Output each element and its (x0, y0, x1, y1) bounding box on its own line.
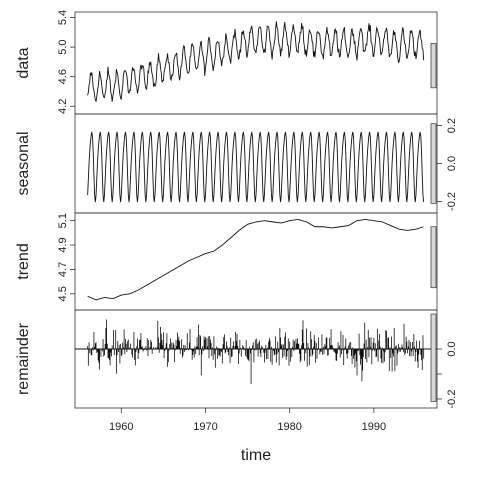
data-y-tick-label: 5.0 (57, 39, 69, 54)
panel-frame (74, 212, 438, 311)
seasonal-panel-label: seasonal (15, 131, 32, 195)
x-axis-title: time (241, 447, 271, 464)
trend-range-bar (430, 226, 437, 289)
seasonal-y-tick-label: 0.0 (446, 156, 458, 171)
seasonal-series-line (87, 131, 425, 203)
x-tick-label: 1960 (109, 421, 133, 433)
panel-frame (74, 309, 438, 409)
remainder-y-tick-label: -0.2 (446, 390, 458, 409)
seasonal-y-tick-label: 0.2 (446, 118, 458, 133)
x-axis: 1960 1970 1980 1990 (109, 408, 386, 433)
remainder-range-bar (430, 313, 437, 402)
trend-y-tick-label: 4.7 (57, 262, 69, 277)
panel-remainder: -0.2 0.0 remainder (15, 309, 458, 409)
data-panel-label: data (15, 47, 32, 78)
trend-series-line (87, 218, 424, 301)
data-series-line (87, 21, 425, 103)
panels-layer: 4.2 4.6 5.0 5.4 data -0.2 0.0 0.2 seasonal 4.5 4.7… (15, 10, 458, 409)
x-tick-label: 1970 (193, 421, 217, 433)
x-tick-label: 1990 (362, 421, 386, 433)
data-range-bar (430, 43, 437, 89)
trend-y-tick-label: 4.9 (57, 237, 69, 252)
x-tick-label: 1980 (277, 421, 301, 433)
remainder-spikes (87, 319, 425, 384)
remainder-panel-label: remainder (15, 322, 32, 395)
seasonal-range-bar (430, 123, 437, 204)
seasonal-y-tick-label: -0.2 (446, 192, 458, 211)
data-y-tick-label: 4.2 (57, 99, 69, 114)
data-y-tick-label: 5.4 (57, 10, 69, 25)
panel-trend: 4.5 4.7 4.9 5.1 trend (15, 212, 438, 311)
data-y-tick-label: 4.6 (57, 69, 69, 84)
trend-y-tick-label: 4.5 (57, 286, 69, 301)
remainder-y-tick-label: 0.0 (446, 341, 458, 356)
trend-panel-label: trend (15, 243, 32, 279)
panel-seasonal: -0.2 0.0 0.2 seasonal (15, 113, 458, 214)
panel-frame (74, 11, 438, 115)
trend-y-tick-label: 5.1 (57, 213, 69, 228)
panel-data: 4.2 4.6 5.0 5.4 data (15, 10, 438, 115)
